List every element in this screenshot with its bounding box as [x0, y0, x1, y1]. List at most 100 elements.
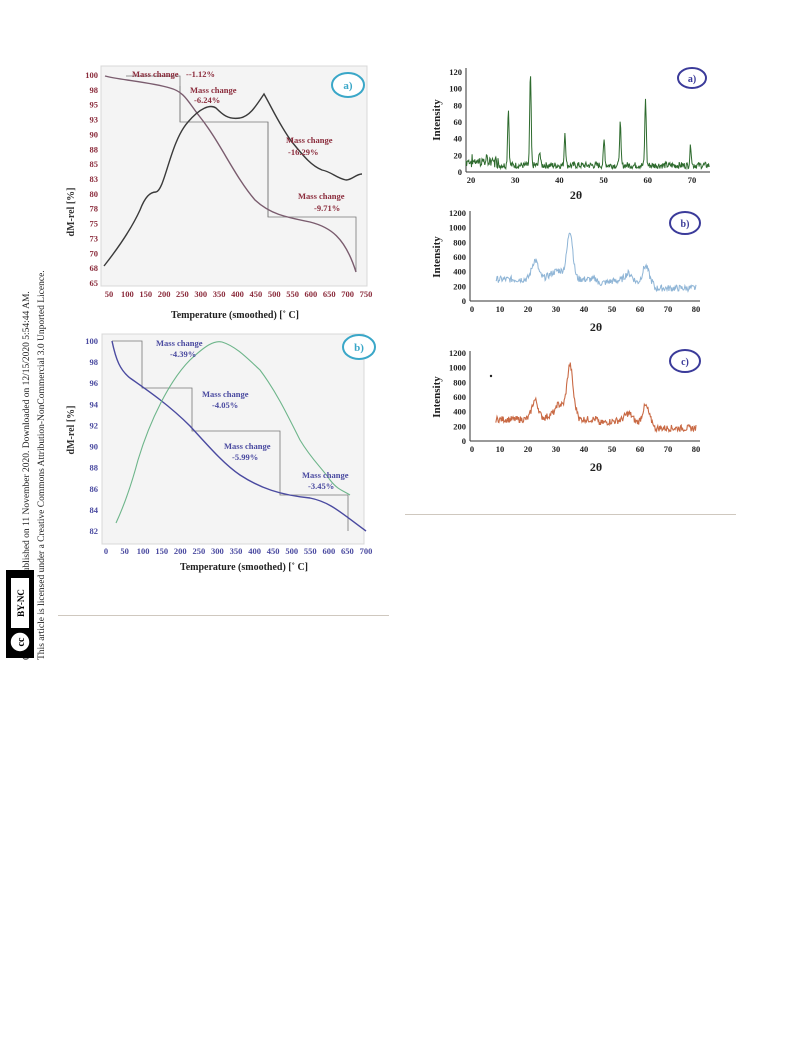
tga-b-annotation-4-label: Mass change [302, 470, 349, 480]
tga-b-dta-curve [115, 341, 351, 524]
xrd-b-y-axis-label: Intensity [431, 236, 443, 278]
tga-a-x-ticks: 50 100 150 200 250 300 350 400 450 500 550 600 650 70… [105, 289, 373, 299]
tga-a-x-tick: 200 [158, 289, 171, 299]
tga-b-annotation-2-label: Mass change [202, 389, 249, 399]
xrd-b-x-tick: 80 [692, 304, 701, 314]
tga-a-y-tick: 85 [90, 159, 99, 169]
tga-a-annotation-2-value: -6.24% [194, 95, 220, 105]
xrd-a-x-tick: 70 [688, 175, 697, 185]
cc-by-nc-badge[interactable]: cc BY-NC [6, 570, 34, 658]
tga-b-x-tick: 600 [322, 546, 335, 556]
tga-b-x-tick: 0 [104, 546, 108, 556]
tga-b-x-ticks: 0 50 100 150 200 250 300 350 400 450 500 550 600 650 7… [104, 546, 373, 556]
xrd-figure-a: 120 100 80 60 40 20 0 20 30 40 50 60 70 Intensity 2… [431, 67, 710, 202]
tga-b-x-tick: 400 [248, 546, 261, 556]
tga-b-annotation-1-label: Mass change [156, 338, 203, 348]
xrd-c-x-tick: 30 [552, 444, 561, 454]
right-column-rule [405, 514, 736, 515]
tga-a-annotation-3-label: Mass change [286, 135, 333, 145]
xrd-c-x-tick: 80 [692, 444, 701, 454]
tga-a-y-tick: 83 [90, 174, 99, 184]
left-column-rule [58, 615, 389, 616]
xrd-c-x-tick: 0 [470, 444, 474, 454]
tga-a-annotation-4-label: Mass change [298, 191, 345, 201]
xrd-a-x-tick: 40 [555, 175, 564, 185]
xrd-b-x-tick: 10 [496, 304, 505, 314]
tga-a-annotation-4-value: -9.71% [314, 203, 340, 213]
xrd-b-y-tick: 200 [453, 281, 466, 291]
tga-a-step-lines [126, 75, 357, 272]
xrd-a-y-tick: 20 [454, 150, 463, 160]
tga-a-x-tick: 650 [323, 289, 336, 299]
tga-b-x-tick: 500 [285, 546, 298, 556]
tga-b-annotation-2-value: -4.05% [212, 400, 238, 410]
tga-b-x-tick: 450 [267, 546, 280, 556]
tga-a-annotation-1-label: Mass change [132, 69, 179, 79]
xrd-b-y-tick: 0 [462, 296, 466, 306]
cc-badge-label: cc [16, 637, 27, 646]
tga-b-y-tick: 92 [90, 420, 99, 430]
xrd-c-y-tick: 1000 [449, 363, 466, 373]
xrd-a-x-tick: 60 [644, 175, 653, 185]
xrd-a-y-tick: 100 [449, 84, 462, 94]
tga-a-annotation-2-label: Mass change [190, 85, 237, 95]
tga-b-x-tick: 650 [341, 546, 354, 556]
xrd-b-x-ticks: 0 10 20 30 40 50 60 70 80 [470, 304, 700, 314]
tga-a-y-tick: 88 [90, 144, 99, 154]
tga-b-x-axis-label: Temperature (smoothed) [˚ C] [180, 562, 308, 573]
tga-b-y-tick: 86 [90, 484, 99, 494]
tga-figure-b: 100 98 96 94 92 90 88 86 84 82 0 50 100 150 200 250 300… [66, 333, 376, 573]
xrd-a-x-ticks: 20 30 40 50 60 70 [467, 175, 697, 185]
tga-a-x-tick: 250 [176, 289, 189, 299]
tga-a-x-tick: 100 [121, 289, 134, 299]
xrd-c-x-tick: 60 [636, 444, 645, 454]
xrd-a-x-tick: 50 [599, 175, 608, 185]
xrd-a-y-axis-label: Intensity [431, 99, 443, 141]
xrd-b-y-tick: 400 [453, 267, 466, 277]
tga-a-x-tick: 700 [341, 289, 354, 299]
xrd-c-y-tick: 800 [453, 377, 466, 387]
tga-a-y-tick: 95 [90, 100, 99, 110]
tga-b-y-tick: 82 [90, 526, 99, 536]
xrd-a-y-tick: 60 [454, 117, 463, 127]
xrd-a-x-axis-label: 2θ [570, 188, 582, 202]
tga-b-x-tick: 250 [192, 546, 205, 556]
tga-a-x-axis-label: Temperature (smoothed) [˚ C] [171, 310, 299, 321]
xrd-c-panel-label: c) [681, 357, 689, 368]
tga-a-annotation-1-value: --1.12% [186, 69, 215, 79]
xrd-c-x-tick: 40 [580, 444, 589, 454]
xrd-c-x-tick: 70 [664, 444, 673, 454]
xrd-a-x-tick: 30 [511, 175, 520, 185]
xrd-b-panel-badge [669, 211, 701, 235]
tga-a-y-tick: 100 [85, 70, 98, 80]
tga-b-x-tick: 100 [137, 546, 150, 556]
xrd-b-y-tick: 800 [453, 237, 466, 247]
tga-b-y-tick: 96 [90, 378, 99, 388]
tga-b-y-axis-label: dM-rel [%] [66, 406, 77, 455]
tga-b-y-tick: 88 [90, 463, 99, 473]
tga-a-y-tick: 93 [90, 115, 99, 125]
tga-a-y-ticks: 100 98 95 93 90 88 85 83 80 78 75 73 70 68 65 [85, 70, 98, 288]
xrd-c-panel-badge [669, 349, 701, 373]
xrd-c-y-ticks: 1200 1000 800 600 400 200 0 [449, 348, 466, 446]
xrd-b-x-tick: 50 [608, 304, 617, 314]
tga-a-x-tick: 350 [213, 289, 226, 299]
tga-b-x-tick: 50 [120, 546, 129, 556]
tga-a-y-axis-label: dM-rel [%] [66, 188, 77, 237]
xrd-c-x-tick: 10 [496, 444, 505, 454]
tga-a-x-tick: 600 [305, 289, 318, 299]
tga-b-annotation-3-value: -5.99% [232, 452, 258, 462]
tga-b-annotation-1-value: -4.39% [170, 349, 196, 359]
xrd-a-panel-badge [677, 67, 707, 89]
xrd-a-panel-label: a) [688, 74, 696, 85]
xrd-b-y-tick: 1000 [449, 223, 466, 233]
tga-figure-a: 100 98 95 93 90 88 85 83 80 78 75 73 70 68 65 50 100 150… [66, 65, 373, 321]
xrd-b-x-tick: 30 [552, 304, 561, 314]
tga-a-y-tick: 73 [90, 233, 99, 243]
xrd-b-x-axis-label: 2θ [590, 320, 602, 334]
xrd-c-y-tick: 600 [453, 392, 466, 402]
tga-a-mass-curve [104, 75, 357, 273]
xrd-b-x-tick: 0 [470, 304, 474, 314]
